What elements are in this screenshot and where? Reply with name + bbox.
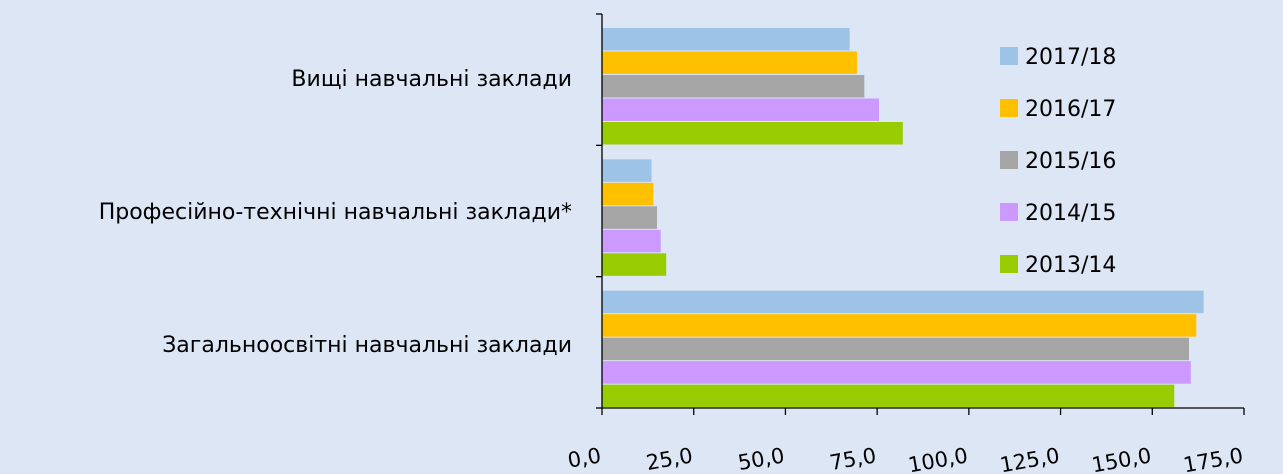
y-axis-ticks xyxy=(596,13,602,409)
legend-item: 2014/15 xyxy=(1000,201,1116,226)
category-label: Вищі навчальні заклади xyxy=(291,67,572,92)
x-tick-label: 100,0 xyxy=(906,443,969,474)
legend-swatch xyxy=(1000,255,1018,273)
legend-swatch xyxy=(1000,151,1018,169)
bar xyxy=(602,98,879,121)
legend-label: 2015/16 xyxy=(1025,149,1116,174)
bar xyxy=(602,75,865,98)
legend-label: 2013/14 xyxy=(1025,253,1116,278)
x-axis-ticks xyxy=(601,408,1245,415)
bar xyxy=(602,384,1175,408)
bar xyxy=(602,122,903,145)
legend-label: 2017/18 xyxy=(1025,45,1116,70)
legend-swatch xyxy=(1000,47,1018,65)
bar xyxy=(602,159,652,182)
category-label: Загальноосвітні навчальні заклади xyxy=(162,333,572,358)
bar xyxy=(602,28,850,51)
bar xyxy=(602,290,1204,314)
legend-item: 2017/18 xyxy=(1000,45,1116,70)
bars xyxy=(602,28,1204,408)
bar xyxy=(602,182,654,206)
legend-item: 2016/17 xyxy=(1000,97,1116,122)
x-tick-labels: 0,0 25,0 50,0 75,0 100,0 125,0 150,0 175… xyxy=(566,443,1245,474)
legend: 2017/18 2016/17 2015/16 2014/15 2013/14 xyxy=(1000,45,1116,278)
x-tick-label: 75,0 xyxy=(828,443,878,474)
legend-swatch xyxy=(1000,99,1018,117)
bar xyxy=(602,253,667,276)
bar xyxy=(602,229,661,253)
legend-label: 2016/17 xyxy=(1025,97,1116,122)
bar xyxy=(602,314,1197,337)
category-label: Професійно-технічні навчальні заклади* xyxy=(99,200,572,225)
legend-label: 2014/15 xyxy=(1025,201,1116,226)
bar xyxy=(602,51,857,74)
x-tick-label: 125,0 xyxy=(998,443,1061,474)
x-tick-label: 150,0 xyxy=(1090,443,1153,474)
bar xyxy=(602,337,1189,361)
legend-item: 2015/16 xyxy=(1000,149,1116,174)
bar xyxy=(602,206,658,229)
x-tick-label: 175,0 xyxy=(1181,443,1244,474)
plot-area xyxy=(596,13,1245,415)
bar xyxy=(602,361,1191,384)
x-tick-label: 50,0 xyxy=(736,443,786,474)
legend-item: 2013/14 xyxy=(1000,253,1116,278)
legend-swatch xyxy=(1000,203,1018,221)
category-labels: Вищі навчальні заклади Професійно-техніч… xyxy=(99,67,572,358)
x-tick-label: 25,0 xyxy=(644,443,694,474)
x-tick-label: 0,0 xyxy=(566,443,603,472)
